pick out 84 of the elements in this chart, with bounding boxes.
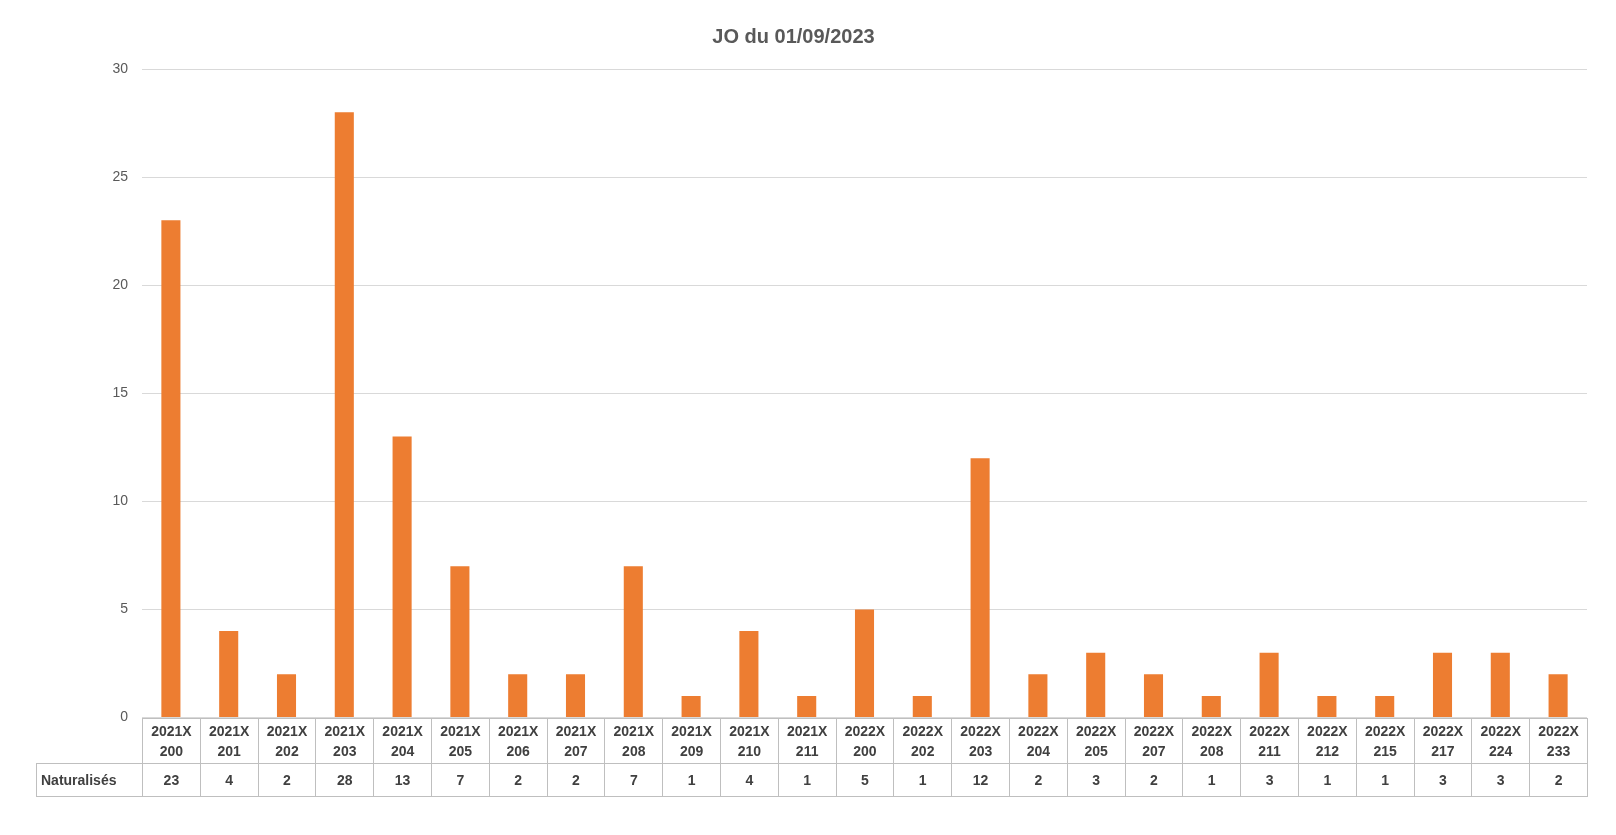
y-tick-label: 0 bbox=[120, 708, 129, 725]
data-label: 1 bbox=[893, 763, 952, 797]
data-label: 1 bbox=[1298, 763, 1357, 797]
bar bbox=[1086, 652, 1106, 718]
x-tick-label: 2022X 200 bbox=[836, 718, 894, 764]
x-tick-label: 2022X 204 bbox=[1009, 718, 1068, 764]
bar bbox=[623, 566, 643, 718]
x-tick-label: 2021X 211 bbox=[778, 718, 837, 764]
data-label: 13 bbox=[373, 763, 432, 797]
bar bbox=[392, 436, 412, 718]
y-tick-label: 15 bbox=[112, 384, 129, 401]
bar bbox=[1259, 652, 1279, 718]
data-label: 28 bbox=[315, 763, 374, 797]
data-label: 7 bbox=[431, 763, 490, 797]
data-label: 3 bbox=[1067, 763, 1126, 797]
y-tick-label: 5 bbox=[120, 600, 129, 617]
data-label: 1 bbox=[778, 763, 837, 797]
bar bbox=[1028, 674, 1048, 718]
data-label: 7 bbox=[604, 763, 663, 797]
data-label: 2 bbox=[1125, 763, 1183, 797]
bar bbox=[1317, 695, 1337, 718]
x-tick-label: 2021X 205 bbox=[431, 718, 490, 764]
bar bbox=[1548, 674, 1568, 718]
bar bbox=[450, 566, 470, 718]
x-tick-label: 2022X 212 bbox=[1298, 718, 1357, 764]
bar bbox=[739, 631, 759, 718]
data-label: 5 bbox=[836, 763, 894, 797]
y-tick-label: 25 bbox=[112, 167, 129, 184]
data-label: 2 bbox=[1009, 763, 1068, 797]
data-label: 12 bbox=[951, 763, 1010, 797]
bar bbox=[161, 220, 181, 718]
data-label: 3 bbox=[1414, 763, 1472, 797]
x-tick-label: 2022X 207 bbox=[1125, 718, 1183, 764]
x-tick-label: 2021X 201 bbox=[200, 718, 259, 764]
x-tick-label: 2022X 208 bbox=[1182, 718, 1241, 764]
bar bbox=[334, 112, 354, 718]
bar bbox=[1143, 674, 1164, 718]
data-label: 4 bbox=[200, 763, 259, 797]
data-label: 4 bbox=[720, 763, 779, 797]
data-label: 1 bbox=[662, 763, 721, 797]
data-label: 3 bbox=[1240, 763, 1299, 797]
x-tick-label: 2021X 208 bbox=[604, 718, 663, 764]
data-label: 2 bbox=[489, 763, 548, 797]
y-tick-label: 20 bbox=[112, 276, 129, 293]
bar bbox=[276, 674, 297, 718]
bar bbox=[1490, 652, 1510, 718]
data-label: 2 bbox=[547, 763, 605, 797]
x-tick-label: 2021X 204 bbox=[373, 718, 432, 764]
bar bbox=[970, 458, 990, 718]
x-tick-label: 2021X 200 bbox=[142, 718, 201, 764]
x-tick-label: 2022X 202 bbox=[893, 718, 952, 764]
x-tick-label: 2021X 210 bbox=[720, 718, 779, 764]
x-tick-label: 2022X 215 bbox=[1356, 718, 1415, 764]
chart-title: JO du 01/09/2023 bbox=[712, 24, 875, 47]
y-tick-label: 10 bbox=[112, 492, 129, 509]
bar bbox=[912, 695, 932, 718]
bar bbox=[219, 631, 239, 718]
x-tick-label: 2022X 233 bbox=[1529, 718, 1588, 764]
text: Naturalisés bbox=[36, 763, 143, 797]
x-tick-label: 2021X 209 bbox=[662, 718, 721, 764]
x-tick-label: 2022X 224 bbox=[1471, 718, 1530, 764]
x-tick-label: 2021X 207 bbox=[547, 718, 605, 764]
data-label: 1 bbox=[1356, 763, 1415, 797]
bar bbox=[681, 695, 701, 718]
data-label: 1 bbox=[1182, 763, 1241, 797]
x-tick-label: 2021X 203 bbox=[315, 718, 374, 764]
data-label: 2 bbox=[258, 763, 316, 797]
bar bbox=[1432, 652, 1453, 718]
x-tick-label: 2022X 211 bbox=[1240, 718, 1299, 764]
bar bbox=[508, 674, 528, 718]
bar bbox=[565, 674, 586, 718]
bar bbox=[1375, 695, 1395, 718]
x-tick-label: 2021X 202 bbox=[258, 718, 316, 764]
data-label: 23 bbox=[142, 763, 201, 797]
bar bbox=[1201, 695, 1221, 718]
x-tick-label: 2022X 205 bbox=[1067, 718, 1126, 764]
data-label: 2 bbox=[1529, 763, 1588, 797]
x-tick-label: 2022X 203 bbox=[951, 718, 1010, 764]
x-tick-label: 2022X 217 bbox=[1414, 718, 1472, 764]
x-tick-label: 2021X 206 bbox=[489, 718, 548, 764]
bar bbox=[797, 695, 817, 718]
y-tick-label: 30 bbox=[112, 59, 129, 76]
bar bbox=[854, 609, 875, 718]
data-label: 3 bbox=[1471, 763, 1530, 797]
